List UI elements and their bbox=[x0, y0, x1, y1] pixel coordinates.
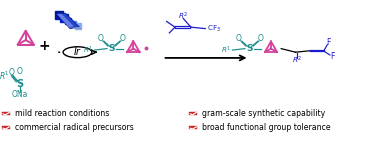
Text: CF$_3$: CF$_3$ bbox=[207, 23, 222, 34]
Text: S: S bbox=[16, 79, 23, 89]
Text: ONa: ONa bbox=[11, 90, 28, 99]
Text: F: F bbox=[327, 38, 331, 47]
Text: $R^1$: $R^1$ bbox=[221, 44, 231, 56]
Text: $R^2$: $R^2$ bbox=[292, 55, 302, 66]
Text: O: O bbox=[236, 34, 242, 43]
Text: S: S bbox=[108, 44, 115, 53]
Text: Ir: Ir bbox=[74, 47, 81, 57]
Text: mild reaction conditions: mild reaction conditions bbox=[15, 109, 109, 118]
Polygon shape bbox=[56, 13, 79, 29]
Polygon shape bbox=[70, 27, 82, 29]
Text: O: O bbox=[258, 34, 264, 43]
Text: F: F bbox=[330, 52, 335, 61]
Text: O: O bbox=[8, 68, 14, 77]
Text: $R^2$: $R^2$ bbox=[178, 10, 187, 22]
Bar bbox=[2, 126, 10, 129]
Bar bbox=[189, 112, 197, 115]
Bar bbox=[189, 126, 197, 129]
Text: gram-scale synthetic capability: gram-scale synthetic capability bbox=[202, 109, 325, 118]
Text: $R^1$: $R^1$ bbox=[0, 70, 10, 82]
Text: $R^1$: $R^1$ bbox=[83, 44, 93, 56]
Text: O: O bbox=[120, 34, 126, 43]
Circle shape bbox=[63, 47, 92, 58]
Text: S: S bbox=[246, 44, 253, 53]
Text: O: O bbox=[17, 67, 23, 76]
Polygon shape bbox=[57, 14, 74, 28]
Bar bbox=[2, 112, 10, 115]
Text: broad functional group tolerance: broad functional group tolerance bbox=[202, 123, 330, 132]
Text: O: O bbox=[98, 34, 104, 43]
Text: +: + bbox=[39, 39, 50, 53]
Text: commercial radical precursors: commercial radical precursors bbox=[15, 123, 133, 132]
